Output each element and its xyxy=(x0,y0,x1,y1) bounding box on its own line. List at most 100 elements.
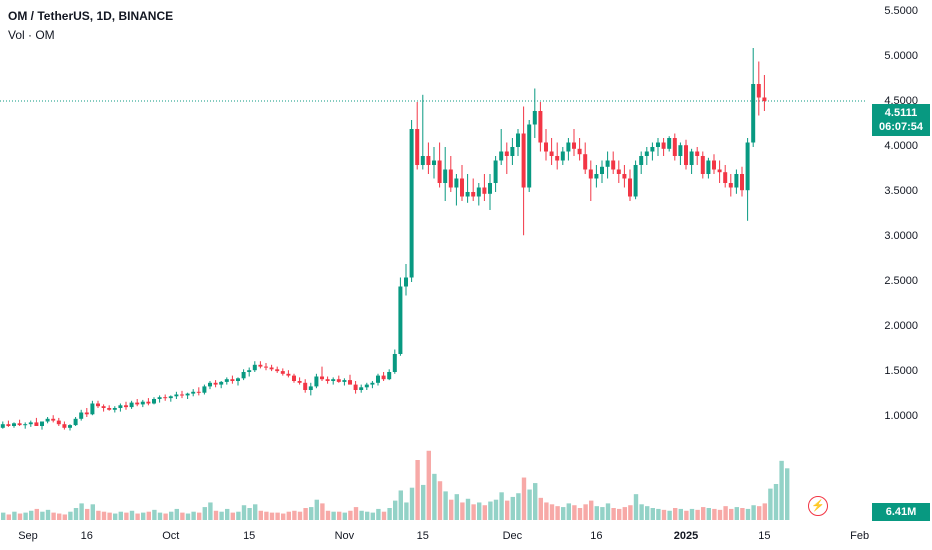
volume-bar xyxy=(549,504,555,520)
volume-bar xyxy=(460,502,465,520)
candle-body xyxy=(392,354,397,372)
candle-body xyxy=(230,379,235,381)
candle-body xyxy=(275,369,280,372)
candle-body xyxy=(426,156,431,165)
volume-legend[interactable]: Vol · OM xyxy=(8,28,55,42)
volume-bar xyxy=(734,507,739,520)
candle-body xyxy=(292,375,296,381)
volume-bar xyxy=(275,512,280,520)
lightning-bolt-icon[interactable]: ⚡ xyxy=(808,496,828,516)
volume-bar xyxy=(337,511,342,520)
volume-bar xyxy=(645,506,650,520)
volume-bar xyxy=(544,502,549,520)
candle-body xyxy=(734,174,739,188)
candle-body xyxy=(639,156,644,165)
candle-body xyxy=(280,371,285,374)
volume-bar xyxy=(667,510,672,520)
candle-body xyxy=(140,401,145,405)
volume-bar xyxy=(628,505,633,520)
volume-bar xyxy=(146,511,151,520)
candle-body xyxy=(264,366,268,368)
candle-body xyxy=(308,386,313,390)
volume-bar xyxy=(426,450,431,520)
candle-body xyxy=(432,160,436,165)
candle-body xyxy=(532,111,537,125)
volume-bar xyxy=(538,497,543,520)
candle-body xyxy=(588,169,593,179)
candle-body xyxy=(213,382,218,385)
volume-bar xyxy=(141,512,146,520)
volume-bar xyxy=(236,511,241,520)
volume-bar xyxy=(17,513,23,520)
time-tick-label: Dec xyxy=(502,530,523,542)
candle-body xyxy=(68,425,72,428)
volume-bar xyxy=(79,503,84,520)
candle-body xyxy=(415,129,420,165)
time-tick-label: Feb xyxy=(850,530,870,542)
volume-bar xyxy=(297,511,303,520)
volume-bar xyxy=(516,493,521,520)
candle-body xyxy=(611,160,616,170)
candle-body xyxy=(348,380,352,385)
price-tick-label: 1.0000 xyxy=(884,410,918,422)
candle-body xyxy=(594,174,599,179)
volume-bar xyxy=(477,502,482,520)
candle-body xyxy=(135,402,140,405)
volume-bar xyxy=(157,512,163,520)
volume-bar xyxy=(381,511,387,520)
candle-body xyxy=(560,151,565,161)
candle-body xyxy=(168,396,173,399)
volume-bar xyxy=(706,508,711,520)
candle-body xyxy=(600,166,604,174)
volume-bar xyxy=(101,511,107,520)
volume-bar xyxy=(521,477,527,520)
time-tick-label: Oct xyxy=(162,530,180,542)
candle-body xyxy=(448,169,453,188)
candle-body xyxy=(493,160,498,183)
candle-body xyxy=(499,151,504,161)
candle-body xyxy=(678,145,683,156)
volume-bar xyxy=(370,512,375,520)
volume-bar xyxy=(572,505,577,520)
volume-bar xyxy=(701,507,706,520)
candle-body xyxy=(252,364,257,371)
candle-body xyxy=(728,183,733,188)
candle-body xyxy=(152,399,156,404)
volume-bar xyxy=(695,509,700,520)
candle-body xyxy=(101,406,106,408)
price-tick-label: 4.5000 xyxy=(884,95,918,107)
volume-bar xyxy=(437,481,443,520)
candle-body xyxy=(689,151,694,165)
volume-bar xyxy=(656,508,661,520)
volume-bar xyxy=(29,510,34,520)
time-tick-label: Nov xyxy=(334,530,355,542)
volume-bar xyxy=(650,508,655,520)
price-tick-label: 5.5000 xyxy=(884,5,918,17)
candle-body xyxy=(62,424,67,428)
candle-body xyxy=(107,408,112,410)
volume-bar xyxy=(482,505,487,520)
bar-countdown: 06:07:54 xyxy=(878,121,924,133)
time-tick-label: 16 xyxy=(590,530,603,542)
candle-body xyxy=(656,142,660,147)
volume-bar xyxy=(241,505,247,520)
price-tick-label: 3.5000 xyxy=(884,185,918,197)
candle-body xyxy=(157,397,162,399)
candle-body xyxy=(51,418,56,421)
volume-bar xyxy=(387,508,392,520)
volume-bar xyxy=(96,510,101,520)
candle-body xyxy=(241,372,246,379)
candle-body xyxy=(320,376,324,380)
volume-bar xyxy=(1,512,6,520)
candle-body xyxy=(79,412,84,419)
candle-body xyxy=(258,364,263,367)
volume-bar xyxy=(723,506,728,520)
chart-title[interactable]: OM / TetherUS, 1D, BINANCE xyxy=(8,9,174,23)
volume-bar xyxy=(499,492,504,520)
volume-bar xyxy=(712,508,717,520)
volume-bar xyxy=(342,512,347,520)
volume-bar xyxy=(107,512,112,520)
volume-bar xyxy=(129,510,135,520)
